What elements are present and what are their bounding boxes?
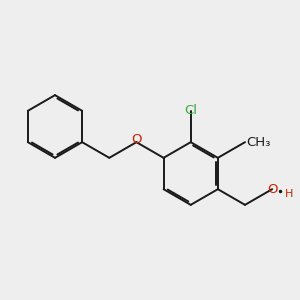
Text: H: H [285,189,294,199]
Text: Cl: Cl [184,104,197,117]
Text: O: O [131,133,142,146]
Text: CH₃: CH₃ [247,136,271,149]
Text: O: O [267,183,278,196]
